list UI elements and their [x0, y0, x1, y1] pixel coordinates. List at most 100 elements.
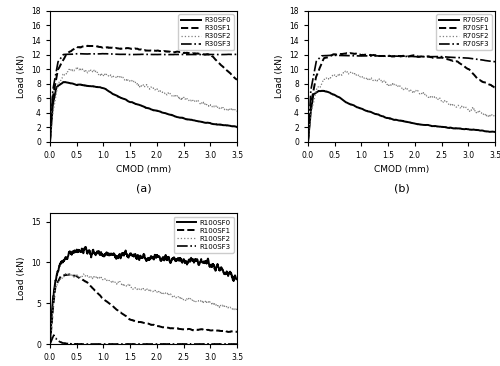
R100SF3 — [193, 342, 199, 346]
R100SF3 — [68, 342, 74, 346]
R30SF3 — [130, 52, 136, 57]
Line: R70SF1: R70SF1 — [308, 53, 495, 142]
R100SF0 — [47, 341, 53, 346]
R30SF2 — [74, 66, 80, 70]
R100SF3 — [130, 342, 136, 346]
R100SF3 — [196, 342, 202, 346]
R70SF2 — [324, 76, 330, 81]
R30SF3 — [123, 52, 129, 56]
Y-axis label: Load (kN): Load (kN) — [275, 55, 284, 98]
R30SF0 — [62, 80, 68, 84]
R100SF0 — [83, 245, 89, 249]
X-axis label: CMOD (mm): CMOD (mm) — [116, 165, 171, 174]
R100SF1 — [193, 328, 199, 332]
R70SF1 — [451, 59, 457, 63]
R30SF0 — [196, 119, 202, 124]
R30SF1 — [176, 49, 182, 54]
R70SF0 — [319, 89, 325, 93]
R100SF2 — [130, 287, 136, 291]
R100SF0 — [234, 277, 240, 281]
R30SF2 — [47, 138, 53, 143]
R70SF3 — [305, 139, 311, 144]
R70SF2 — [342, 69, 348, 74]
R30SF2 — [66, 67, 72, 71]
R30SF2 — [193, 99, 199, 103]
Line: R30SF1: R30SF1 — [50, 46, 237, 142]
R100SF0 — [176, 257, 182, 261]
R30SF3 — [176, 52, 182, 57]
R100SF3 — [176, 342, 182, 346]
R100SF3 — [50, 333, 56, 337]
R70SF1 — [492, 86, 498, 90]
R100SF0 — [130, 254, 136, 258]
Line: R30SF2: R30SF2 — [50, 68, 237, 141]
R70SF3 — [434, 55, 440, 59]
R100SF0 — [66, 250, 72, 254]
R70SF1 — [388, 54, 394, 58]
R100SF2 — [47, 342, 53, 346]
R100SF1 — [68, 272, 73, 276]
R100SF3 — [123, 342, 129, 346]
R70SF3 — [492, 60, 498, 64]
Text: (a): (a) — [136, 183, 152, 193]
R30SF1 — [85, 44, 91, 48]
R70SF0 — [388, 116, 394, 121]
R70SF2 — [381, 79, 387, 83]
X-axis label: CMOD (mm): CMOD (mm) — [374, 165, 429, 174]
R70SF0 — [434, 124, 440, 128]
R70SF1 — [324, 55, 330, 60]
R70SF0 — [381, 115, 387, 119]
R70SF3 — [454, 55, 460, 60]
R100SF1 — [130, 318, 136, 322]
R30SF1 — [193, 51, 199, 56]
Text: (b): (b) — [394, 183, 409, 193]
R30SF1 — [234, 78, 240, 82]
Line: R30SF3: R30SF3 — [50, 54, 237, 142]
R30SF2 — [234, 109, 240, 113]
R70SF1 — [434, 56, 440, 60]
Legend: R70SF0, R70SF1, R70SF2, R70SF3: R70SF0, R70SF1, R70SF2, R70SF3 — [436, 14, 492, 50]
Legend: R30SF0, R30SF1, R30SF2, R30SF3: R30SF0, R30SF1, R30SF2, R30SF3 — [178, 14, 234, 50]
R70SF1 — [381, 54, 387, 58]
Line: R100SF0: R100SF0 — [50, 247, 237, 343]
R30SF3 — [47, 139, 53, 144]
R70SF0 — [324, 90, 330, 94]
R100SF1 — [123, 314, 129, 318]
R100SF1 — [47, 342, 53, 346]
Line: R70SF0: R70SF0 — [308, 91, 495, 142]
R30SF3 — [234, 52, 240, 57]
R70SF3 — [451, 55, 457, 60]
R70SF0 — [305, 139, 311, 144]
Line: R100SF3: R100SF3 — [50, 335, 237, 344]
R100SF2 — [196, 298, 202, 303]
R70SF2 — [492, 115, 498, 119]
R30SF3 — [196, 52, 202, 57]
R100SF3 — [234, 342, 240, 346]
R70SF3 — [388, 54, 394, 58]
R100SF0 — [196, 262, 202, 266]
R70SF0 — [492, 130, 498, 134]
Legend: R100SF0, R100SF1, R100SF2, R100SF3: R100SF0, R100SF1, R100SF2, R100SF3 — [174, 217, 234, 253]
Line: R100SF1: R100SF1 — [50, 274, 237, 344]
R70SF2 — [451, 103, 457, 108]
Line: R70SF3: R70SF3 — [308, 55, 495, 142]
R100SF2 — [66, 272, 72, 277]
R100SF3 — [66, 341, 72, 346]
R70SF2 — [454, 104, 460, 108]
R70SF3 — [332, 53, 338, 57]
R70SF3 — [324, 53, 330, 58]
R30SF1 — [47, 139, 53, 144]
R30SF3 — [76, 52, 82, 56]
R30SF2 — [130, 78, 136, 83]
R100SF1 — [234, 329, 240, 334]
R30SF1 — [123, 46, 129, 51]
R30SF0 — [176, 115, 182, 120]
R70SF3 — [381, 54, 387, 58]
Y-axis label: Load (kN): Load (kN) — [17, 257, 26, 300]
R70SF2 — [388, 83, 394, 87]
Line: R30SF0: R30SF0 — [50, 82, 237, 142]
R30SF1 — [130, 46, 136, 51]
R100SF2 — [176, 295, 182, 299]
R100SF2 — [193, 299, 199, 304]
R30SF2 — [196, 101, 202, 105]
